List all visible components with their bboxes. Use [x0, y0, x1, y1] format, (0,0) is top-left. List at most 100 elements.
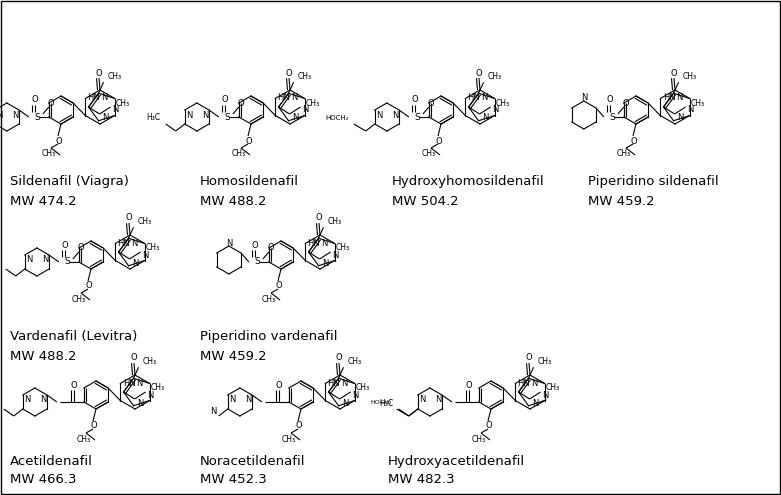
Text: CH₃: CH₃ — [143, 357, 157, 366]
Text: N: N — [481, 94, 487, 102]
Text: O: O — [126, 213, 132, 222]
Text: CH₃: CH₃ — [108, 72, 122, 81]
Text: O: O — [62, 241, 68, 249]
Text: N: N — [532, 398, 538, 407]
Text: HN: HN — [518, 379, 530, 388]
Text: O: O — [671, 68, 677, 78]
Text: O: O — [316, 213, 323, 222]
Text: N: N — [542, 391, 548, 399]
Text: O: O — [631, 137, 637, 146]
Text: CH₃: CH₃ — [690, 99, 704, 107]
Text: N: N — [0, 110, 2, 119]
Text: CH₃: CH₃ — [262, 295, 276, 303]
Text: H₃C: H₃C — [147, 113, 161, 122]
Text: N: N — [581, 94, 587, 102]
Text: O: O — [412, 96, 418, 104]
Text: O: O — [48, 99, 54, 107]
Text: O: O — [296, 422, 302, 431]
Text: HN: HN — [118, 239, 130, 248]
Text: HN: HN — [277, 94, 291, 102]
Text: S: S — [64, 257, 70, 266]
Text: MW 452.3: MW 452.3 — [200, 473, 267, 486]
Text: N: N — [132, 258, 138, 267]
Text: H₃C: H₃C — [380, 398, 394, 407]
Text: N: N — [676, 94, 683, 102]
Text: CH₃: CH₃ — [72, 295, 86, 303]
Text: CH₃: CH₃ — [145, 244, 159, 252]
Text: O: O — [486, 422, 492, 431]
Text: N: N — [136, 379, 142, 388]
Text: O: O — [246, 137, 252, 146]
Text: CH₃: CH₃ — [355, 384, 369, 393]
Text: N: N — [142, 250, 148, 259]
Text: N: N — [531, 379, 537, 388]
Text: Homosildenafil: Homosildenafil — [200, 175, 299, 188]
Text: N: N — [23, 396, 30, 404]
Text: CH₃: CH₃ — [422, 149, 436, 158]
Text: N: N — [352, 391, 358, 399]
Text: MW 488.2: MW 488.2 — [200, 195, 266, 208]
Text: MW 459.2: MW 459.2 — [200, 350, 266, 363]
Text: HN: HN — [308, 239, 320, 248]
Text: N: N — [302, 105, 308, 114]
Text: CH₃: CH₃ — [472, 435, 486, 444]
Text: O: O — [436, 137, 442, 146]
Text: N: N — [687, 105, 694, 114]
Text: Piperidino sildenafil: Piperidino sildenafil — [588, 175, 719, 188]
Text: HOCH₂: HOCH₂ — [370, 400, 392, 405]
Text: HOCH₂: HOCH₂ — [325, 115, 349, 121]
Text: N: N — [102, 113, 109, 122]
Text: O: O — [96, 68, 102, 78]
Text: N: N — [226, 239, 232, 248]
Text: CH₃: CH₃ — [282, 435, 296, 444]
Text: N: N — [677, 113, 683, 122]
Text: MW 459.2: MW 459.2 — [588, 195, 654, 208]
Text: HN: HN — [123, 379, 135, 388]
Text: Acetildenafil: Acetildenafil — [10, 455, 93, 468]
Text: O: O — [268, 244, 274, 252]
Text: N: N — [211, 407, 217, 416]
Text: O: O — [286, 68, 292, 78]
Text: N: N — [376, 110, 382, 119]
Text: Sildenafil (Viagra): Sildenafil (Viagra) — [10, 175, 129, 188]
Text: CH₃: CH₃ — [116, 99, 130, 107]
Text: N: N — [321, 239, 327, 248]
Text: N: N — [291, 94, 298, 102]
Text: N: N — [41, 255, 48, 264]
Text: N: N — [147, 391, 153, 399]
Text: O: O — [607, 96, 613, 104]
Text: CH₃: CH₃ — [546, 384, 560, 393]
Text: N: N — [341, 379, 348, 388]
Text: N: N — [12, 110, 18, 119]
Text: N: N — [186, 110, 192, 119]
Text: CH₃: CH₃ — [232, 149, 246, 158]
Text: O: O — [476, 68, 483, 78]
Text: Hydroxyhomosildenafil: Hydroxyhomosildenafil — [392, 175, 544, 188]
Text: N: N — [292, 113, 298, 122]
Text: N: N — [137, 398, 143, 407]
Text: N: N — [492, 105, 498, 114]
Text: O: O — [91, 422, 98, 431]
Text: S: S — [224, 112, 230, 121]
Text: N: N — [26, 255, 32, 264]
Text: CH₃: CH₃ — [487, 72, 501, 81]
Text: O: O — [55, 137, 62, 146]
Text: CH₃: CH₃ — [336, 244, 350, 252]
Text: O: O — [130, 353, 137, 362]
Text: HN: HN — [327, 379, 341, 388]
Text: O: O — [86, 282, 92, 291]
Text: O: O — [526, 353, 533, 362]
Text: CH₃: CH₃ — [151, 384, 165, 393]
Text: O: O — [222, 96, 228, 104]
Text: N: N — [419, 396, 425, 404]
Text: O: O — [77, 244, 84, 252]
Text: S: S — [609, 112, 615, 121]
Text: Piperidino vardenafil: Piperidino vardenafil — [200, 330, 337, 343]
Text: N: N — [435, 396, 441, 404]
Text: CH₃: CH₃ — [537, 357, 551, 366]
Text: N: N — [131, 239, 137, 248]
Text: CH₃: CH₃ — [496, 99, 510, 107]
Text: O: O — [251, 241, 259, 249]
Text: HN: HN — [468, 94, 480, 102]
Text: HN: HN — [87, 94, 101, 102]
